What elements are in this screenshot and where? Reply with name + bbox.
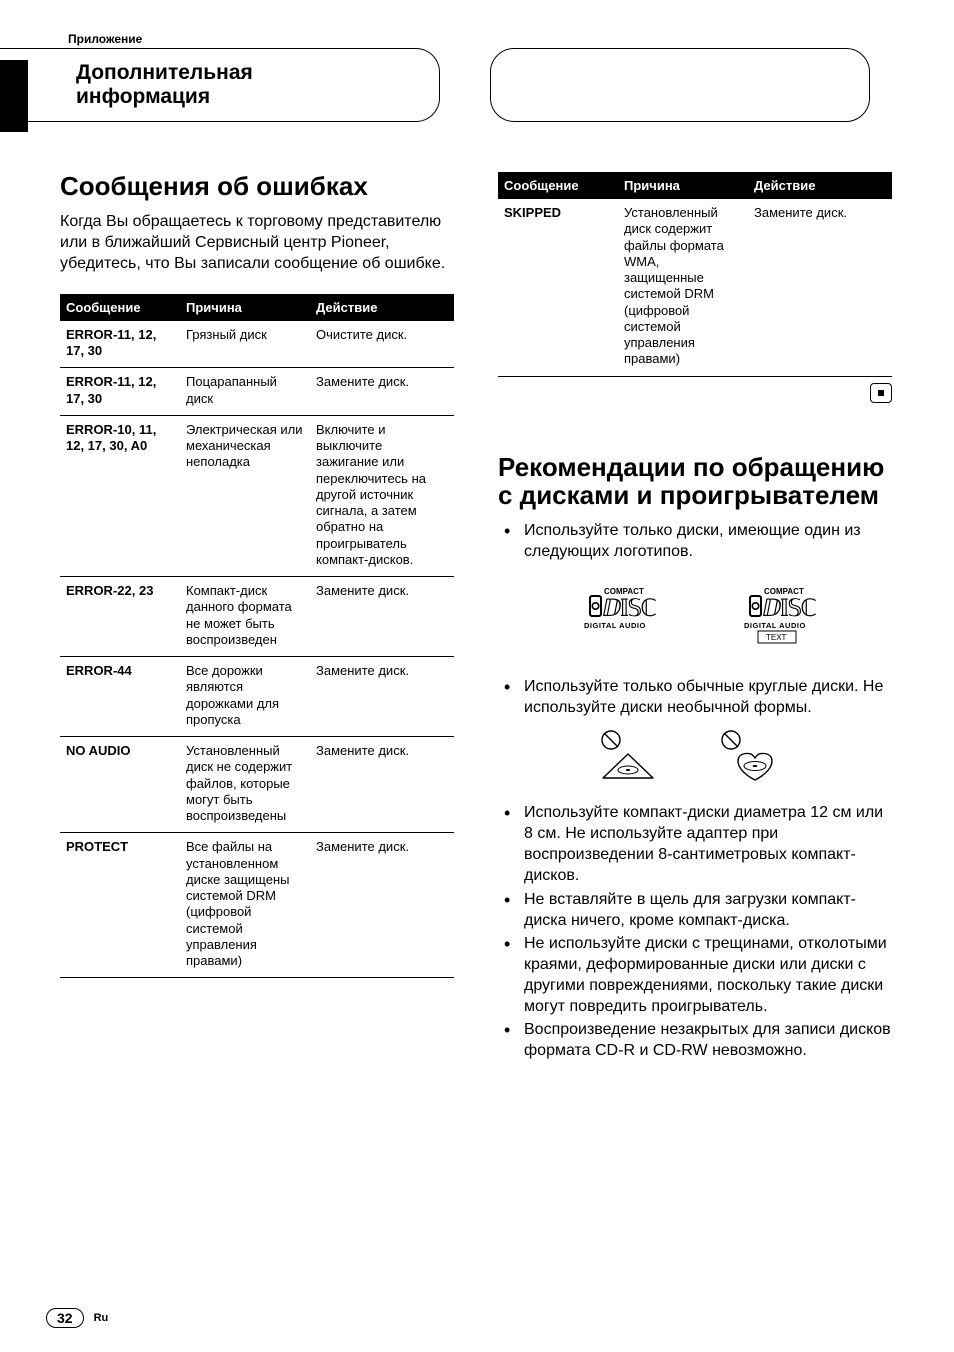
lang-label: Ru: [94, 1312, 109, 1324]
stop-icon: [870, 383, 892, 403]
cell-message: SKIPPED: [498, 199, 618, 376]
table-row: PROTECTВсе файлы на установленном диске …: [60, 833, 454, 978]
right-column: Сообщение Причина Действие SKIPPEDУстано…: [498, 172, 892, 1063]
compact-disc-logo-2: COMPACT ⅅ𝕀𝕊ℂ DIGITAL AUDIO TEXT: [730, 584, 820, 650]
disc-glyph: ⅅ𝕀𝕊ℂ: [762, 595, 816, 622]
cell-action: Очистите диск.: [310, 321, 454, 368]
th-message: Сообщение: [498, 172, 618, 199]
th-action: Действие: [310, 294, 454, 321]
section-header-text: Дополнительная информация: [76, 61, 253, 109]
logo2-sub: TEXT: [766, 633, 787, 642]
logo1-bottom: DIGITAL AUDIO: [584, 621, 646, 630]
compact-disc-logo-1: COMPACT ⅅ𝕀𝕊ℂ DIGITAL AUDIO: [570, 584, 660, 640]
cell-message: ERROR-10, 11, 12, 17, 30, A0: [60, 415, 180, 576]
cell-cause: Все дорожки являются дорожками для пропу…: [180, 657, 310, 737]
th-action: Действие: [748, 172, 892, 199]
disc-shapes-row: [498, 728, 892, 788]
section-header-right-empty: [490, 48, 870, 122]
recommendations-title: Рекомендации по обращению с дисками и пр…: [498, 453, 892, 510]
list-item: Не вставляйте в щель для загрузки компак…: [498, 889, 892, 931]
cell-cause: Установленный диск не содержит файлов, к…: [180, 737, 310, 833]
list-item: Воспроизведение незакрытых для записи ди…: [498, 1019, 892, 1061]
th-cause: Причина: [618, 172, 748, 199]
cell-action: Замените диск.: [310, 657, 454, 737]
error-table-left: Сообщение Причина Действие ERROR-11, 12,…: [60, 294, 454, 979]
cell-message: NO AUDIO: [60, 737, 180, 833]
cell-cause: Поцарапанный диск: [180, 368, 310, 416]
cell-action: Замените диск.: [310, 833, 454, 978]
cell-cause: Электрическая или механическая неполадка: [180, 415, 310, 576]
table-row: ERROR-44Все дорожки являются дорожками д…: [60, 657, 454, 737]
page-number: 32: [46, 1308, 84, 1328]
list-item: Используйте только диски, имеющие один и…: [498, 520, 892, 562]
table-row: NO AUDIOУстановленный диск не содержит ф…: [60, 737, 454, 833]
logo2-bottom: DIGITAL AUDIO: [744, 621, 806, 630]
cell-cause: Грязный диск: [180, 321, 310, 368]
cell-message: ERROR-11, 12, 17, 30: [60, 321, 180, 368]
list-item: Используйте компакт-диски диаметра 12 см…: [498, 802, 892, 886]
table-row: ERROR-22, 23Компакт-диск данного формата…: [60, 577, 454, 657]
cell-action: Включите и выключите зажигание или перек…: [310, 415, 454, 576]
table-row: ERROR-10, 11, 12, 17, 30, A0Электрическа…: [60, 415, 454, 576]
cell-message: ERROR-11, 12, 17, 30: [60, 368, 180, 416]
cd-logo-row: COMPACT ⅅ𝕀𝕊ℂ DIGITAL AUDIO COMPACT ⅅ𝕀𝕊ℂ …: [498, 584, 892, 650]
error-messages-title: Сообщения об ошибках: [60, 172, 454, 201]
list-item: Не используйте диски с трещинами, отколо…: [498, 933, 892, 1017]
left-column: Сообщения об ошибках Когда Вы обращаетес…: [60, 172, 454, 1063]
error-table-right: Сообщение Причина Действие SKIPPEDУстано…: [498, 172, 892, 377]
cell-action: Замените диск.: [310, 368, 454, 416]
bullets-top: Используйте только диски, имеющие один и…: [498, 520, 892, 562]
table-row: SKIPPEDУстановленный диск содержит файлы…: [498, 199, 892, 376]
no-triangle-disc-icon: [593, 728, 663, 788]
section-header-row: Дополнительная информация: [60, 48, 894, 122]
cell-cause: Все файлы на установленном диске защищен…: [180, 833, 310, 978]
list-item: Используйте только обычные круглые диски…: [498, 676, 892, 718]
page-footer: 32 Ru: [46, 1308, 108, 1328]
section-header-left: Дополнительная информация: [0, 48, 440, 122]
disc-glyph: ⅅ𝕀𝕊ℂ: [602, 595, 656, 622]
cell-action: Замените диск.: [310, 737, 454, 833]
appendix-label: Приложение: [68, 32, 894, 46]
table-row: ERROR-11, 12, 17, 30Грязный дискОчистите…: [60, 321, 454, 368]
bullets-bottom: Используйте компакт-диски диаметра 12 см…: [498, 802, 892, 1061]
cell-message: ERROR-44: [60, 657, 180, 737]
cell-message: ERROR-22, 23: [60, 577, 180, 657]
no-heart-disc-icon: [713, 728, 797, 788]
th-cause: Причина: [180, 294, 310, 321]
bullets-mid: Используйте только обычные круглые диски…: [498, 676, 892, 718]
th-message: Сообщение: [60, 294, 180, 321]
table-row: ERROR-11, 12, 17, 30Поцарапанный дискЗам…: [60, 368, 454, 416]
cell-cause: Установленный диск содержит файлы формат…: [618, 199, 748, 376]
cell-cause: Компакт-диск данного формата не может бы…: [180, 577, 310, 657]
cell-action: Замените диск.: [748, 199, 892, 376]
cell-message: PROTECT: [60, 833, 180, 978]
cell-action: Замените диск.: [310, 577, 454, 657]
error-messages-intro: Когда Вы обращаетесь к торговому предста…: [60, 211, 454, 274]
